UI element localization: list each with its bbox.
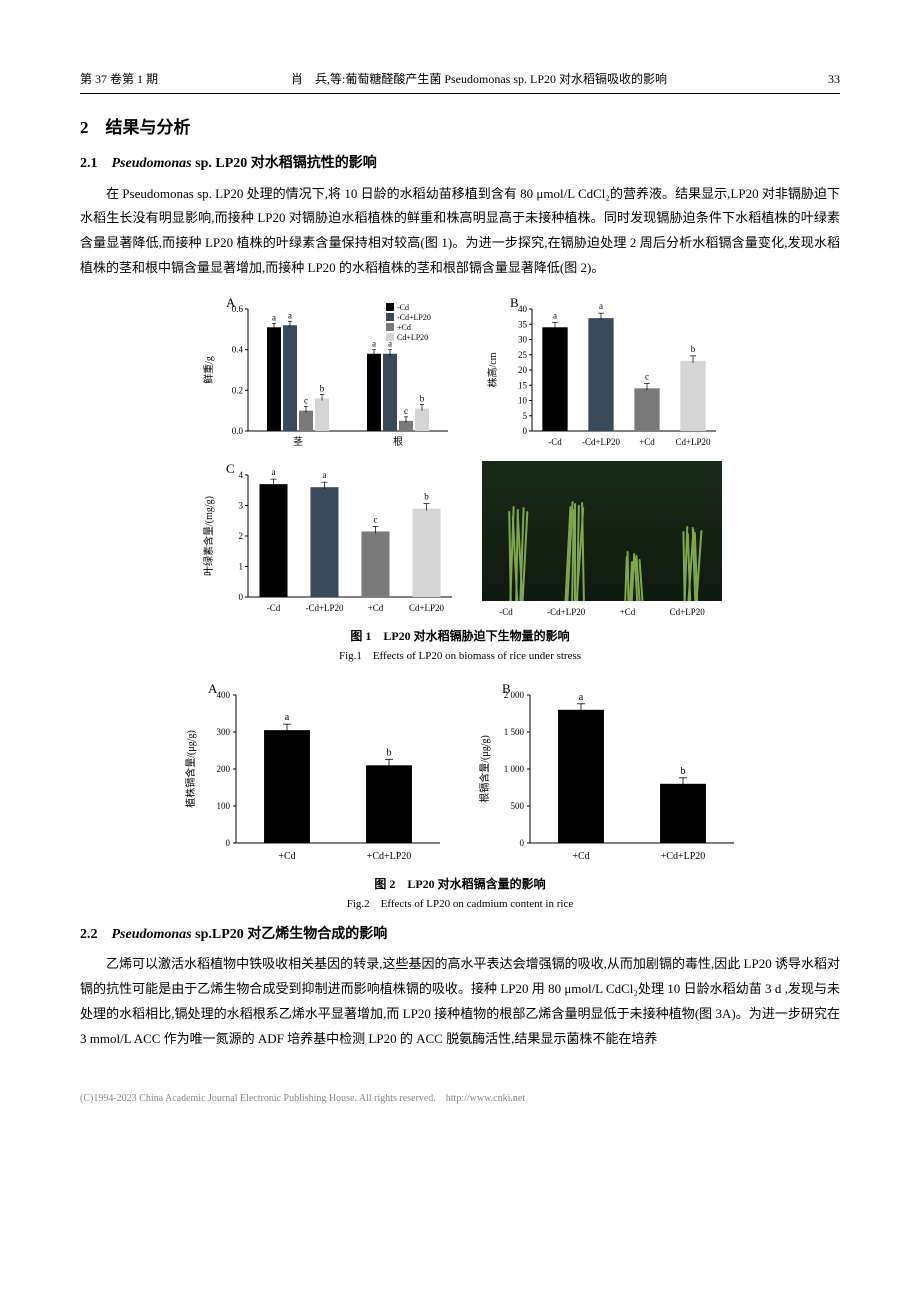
svg-text:35: 35 xyxy=(518,319,528,329)
svg-text:-Cd: -Cd xyxy=(548,437,562,447)
figure-2: A0100200300400植株镉含量/(μg/g)a+Cdb+Cd+LP20 … xyxy=(80,679,840,914)
svg-text:1: 1 xyxy=(239,561,244,571)
svg-text:a: a xyxy=(553,310,557,320)
header-center: 肖 兵,等:葡萄糖醛酸产生菌 Pseudomonas sp. LP20 对水稻镉… xyxy=(158,70,800,89)
svg-text:40: 40 xyxy=(518,304,528,314)
fig2-caption-cn: 图 2 LP20 对水稻镉含量的影响 xyxy=(80,875,840,894)
svg-text:a: a xyxy=(272,312,276,322)
svg-text:4: 4 xyxy=(239,470,244,480)
svg-text:2: 2 xyxy=(239,531,244,541)
svg-text:+Cd: +Cd xyxy=(639,437,655,447)
svg-text:a: a xyxy=(372,338,376,348)
svg-text:300: 300 xyxy=(217,727,231,737)
svg-text:0.0: 0.0 xyxy=(232,426,244,436)
svg-text:25: 25 xyxy=(518,349,528,359)
svg-text:+Cd: +Cd xyxy=(397,323,411,332)
svg-text:Cd+LP20: Cd+LP20 xyxy=(409,603,445,613)
svg-text:+Cd+LP20: +Cd+LP20 xyxy=(661,851,706,862)
svg-text:30: 30 xyxy=(518,334,528,344)
svg-text:鲜重/g: 鲜重/g xyxy=(202,356,215,384)
fig2-panel-a: A0100200300400植株镉含量/(μg/g)a+Cdb+Cd+LP20 xyxy=(178,679,448,869)
svg-text:+Cd: +Cd xyxy=(572,851,589,862)
svg-text:15: 15 xyxy=(518,380,528,390)
para-2-1: 在 Pseudomonas sp. LP20 处理的情况下,将 10 日龄的水稻… xyxy=(80,182,840,281)
svg-text:0: 0 xyxy=(239,592,244,602)
fig1-panel-c: C 0 1 2 3 4 叶绿素含量/(mg/g) a -Cd a -Cd+LP20 c +Cd b Cd+L… xyxy=(198,461,458,621)
svg-text:0: 0 xyxy=(520,838,525,848)
figure-1: A0.00.20.40.6鲜重/g-Cd-Cd+LP20+CdCd+LP20aa… xyxy=(80,295,840,666)
para-2-2: 乙烯可以激活水稻植物中铁吸收相关基因的转录,这些基因的高水平表达会增强镉的吸收,… xyxy=(80,952,840,1051)
svg-text:+Cd: +Cd xyxy=(278,851,295,862)
subsection-2-2: 2.2 Pseudomonas sp.LP20 对乙烯生物合成的影响 xyxy=(80,924,840,946)
svg-text:Cd+LP20: Cd+LP20 xyxy=(675,437,711,447)
page-footer: (C)1994-2023 China Academic Journal Elec… xyxy=(80,1091,840,1107)
page-header: 第 37 卷第 1 期 肖 兵,等:葡萄糖醛酸产生菌 Pseudomonas s… xyxy=(80,70,840,94)
svg-text:2 000: 2 000 xyxy=(504,690,525,700)
header-left: 第 37 卷第 1 期 xyxy=(80,70,158,89)
svg-text:a: a xyxy=(599,301,603,311)
svg-text:-Cd+LP20: -Cd+LP20 xyxy=(582,437,621,447)
svg-text:+Cd: +Cd xyxy=(368,603,384,613)
svg-text:c: c xyxy=(374,514,378,524)
svg-text:b: b xyxy=(320,383,325,393)
svg-text:a: a xyxy=(323,470,327,480)
svg-text:b: b xyxy=(424,491,429,501)
svg-text:-Cd+LP20: -Cd+LP20 xyxy=(305,603,344,613)
svg-text:400: 400 xyxy=(217,690,231,700)
section-2-title: 2 结果与分析 xyxy=(80,114,840,141)
svg-text:-Cd: -Cd xyxy=(397,303,409,312)
sub22-title-text: sp.LP20 对乙烯生物合成的影响 xyxy=(195,927,387,942)
sub21-title-text: sp. LP20 对水稻镉抗性的影响 xyxy=(195,156,377,171)
svg-text:b: b xyxy=(387,748,392,759)
svg-text:叶绿素含量/(mg/g): 叶绿素含量/(mg/g) xyxy=(202,496,215,576)
fig1-panel-a: A0.00.20.40.6鲜重/g-Cd-Cd+LP20+CdCd+LP20aa… xyxy=(198,295,458,455)
svg-text:20: 20 xyxy=(518,365,528,375)
svg-text:Cd+LP20: Cd+LP20 xyxy=(397,333,428,342)
svg-text:株高/cm: 株高/cm xyxy=(486,352,499,387)
svg-text:0.4: 0.4 xyxy=(232,344,244,354)
fig1-panel-b: B0510152025303540株高/cma-Cda-Cd+LP20c+Cdb… xyxy=(482,295,722,455)
svg-text:植株镉含量/(μg/g): 植株镉含量/(μg/g) xyxy=(184,731,197,809)
fig1-caption-cn: 图 1 LP20 对水稻镉胁迫下生物量的影响 xyxy=(80,627,840,646)
svg-text:100: 100 xyxy=(217,801,231,811)
svg-text:1 500: 1 500 xyxy=(504,727,525,737)
svg-text:根: 根 xyxy=(393,435,403,448)
svg-text:c: c xyxy=(304,395,308,405)
svg-text:根镉含量/(μg/g): 根镉含量/(μg/g) xyxy=(478,736,491,804)
svg-text:0.2: 0.2 xyxy=(232,385,243,395)
fig2-panel-b: B05001 0001 5002 000根镉含量/(μg/g)a+Cdb+Cd+… xyxy=(472,679,742,869)
header-page: 33 xyxy=(800,70,840,89)
svg-text:a: a xyxy=(272,467,276,477)
svg-text:0: 0 xyxy=(226,838,231,848)
svg-text:10: 10 xyxy=(518,395,528,405)
svg-text:-Cd+LP20: -Cd+LP20 xyxy=(397,313,431,322)
subsection-2-1: 2.1 Pseudomonas Pseudomonas sp. LP20 对水稻… xyxy=(80,153,840,175)
svg-text:3: 3 xyxy=(239,500,244,510)
svg-text:C: C xyxy=(226,461,235,476)
svg-text:a: a xyxy=(388,338,392,348)
svg-text:c: c xyxy=(404,405,408,415)
fig1-caption-en: Fig.1 Effects of LP20 on biomass of rice… xyxy=(80,648,840,666)
svg-text:c: c xyxy=(645,371,649,381)
svg-text:b: b xyxy=(681,766,686,777)
svg-text:b: b xyxy=(691,343,696,353)
svg-text:b: b xyxy=(420,393,425,403)
fig2-caption-en: Fig.2 Effects of LP20 on cadmium content… xyxy=(80,896,840,914)
svg-text:5: 5 xyxy=(523,410,528,420)
svg-text:+Cd+LP20: +Cd+LP20 xyxy=(367,851,412,862)
svg-text:-Cd: -Cd xyxy=(267,603,281,613)
svg-text:a: a xyxy=(285,712,290,723)
svg-text:茎: 茎 xyxy=(293,436,303,448)
svg-text:0.6: 0.6 xyxy=(232,304,244,314)
svg-text:1 000: 1 000 xyxy=(504,764,525,774)
svg-text:200: 200 xyxy=(217,764,231,774)
svg-text:0: 0 xyxy=(523,426,528,436)
svg-text:500: 500 xyxy=(511,801,525,811)
svg-text:a: a xyxy=(579,692,584,703)
fig1-panel-d: D -Cd-Cd+LP20+CdCd+LP20 xyxy=(482,461,722,621)
svg-text:a: a xyxy=(288,310,292,320)
